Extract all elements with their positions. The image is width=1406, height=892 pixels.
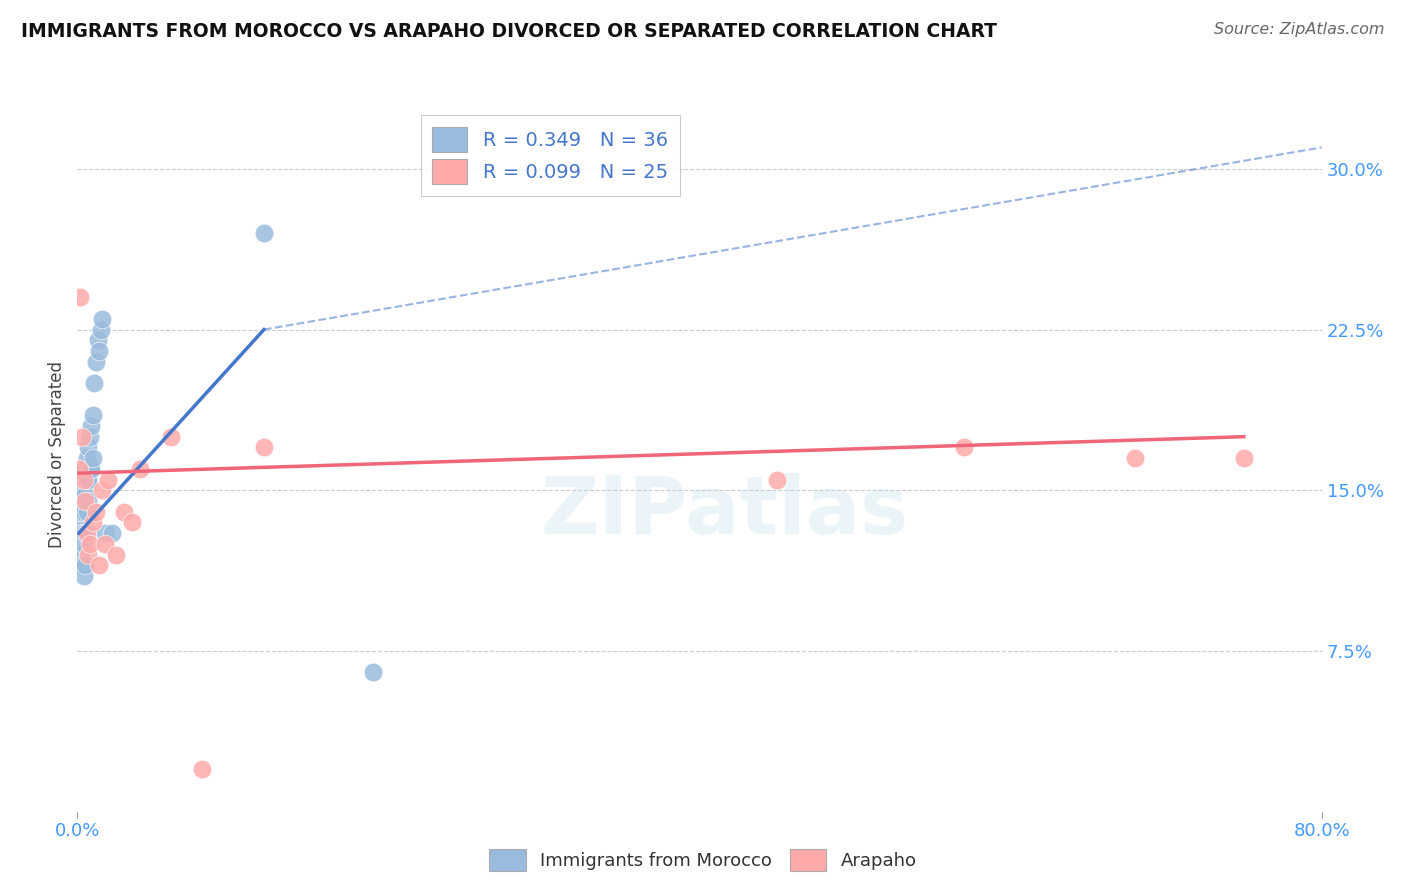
Point xyxy=(105,548,128,562)
Point xyxy=(67,516,90,530)
Point xyxy=(1233,451,1256,466)
Point xyxy=(75,526,97,541)
Point xyxy=(75,558,97,573)
Point xyxy=(76,526,98,541)
Point xyxy=(91,311,114,326)
Point xyxy=(82,516,104,530)
Point xyxy=(70,494,93,508)
Point xyxy=(77,548,100,562)
Point xyxy=(72,505,94,519)
Point xyxy=(70,558,93,573)
Point xyxy=(128,462,150,476)
Point xyxy=(91,483,114,498)
Point xyxy=(75,494,97,508)
Point xyxy=(77,441,100,455)
Point xyxy=(82,409,104,423)
Point xyxy=(79,462,101,476)
Point xyxy=(75,462,97,476)
Point xyxy=(84,505,107,519)
Point xyxy=(67,462,90,476)
Point xyxy=(87,558,110,573)
Point xyxy=(76,451,98,466)
Point xyxy=(79,537,101,551)
Point xyxy=(191,762,214,776)
Point xyxy=(75,487,97,501)
Point xyxy=(77,494,100,508)
Point xyxy=(253,441,276,455)
Point xyxy=(94,537,117,551)
Point xyxy=(112,505,135,519)
Legend: Immigrants from Morocco, Arapaho: Immigrants from Morocco, Arapaho xyxy=(482,842,924,879)
Text: ZIPatlas: ZIPatlas xyxy=(540,473,908,551)
Point xyxy=(72,537,94,551)
Point xyxy=(766,473,789,487)
Point xyxy=(97,473,120,487)
Point xyxy=(83,376,105,391)
Point xyxy=(121,516,143,530)
Point xyxy=(87,343,110,358)
Point xyxy=(70,430,93,444)
Point xyxy=(100,526,122,541)
Point xyxy=(84,354,107,368)
Y-axis label: Divorced or Separated: Divorced or Separated xyxy=(48,361,66,549)
Point xyxy=(72,473,94,487)
Point xyxy=(80,419,103,434)
Point xyxy=(86,333,108,347)
Text: IMMIGRANTS FROM MOROCCO VS ARAPAHO DIVORCED OR SEPARATED CORRELATION CHART: IMMIGRANTS FROM MOROCCO VS ARAPAHO DIVOR… xyxy=(21,22,997,41)
Point xyxy=(69,290,91,304)
Point xyxy=(77,473,100,487)
Point xyxy=(1123,451,1146,466)
Point xyxy=(79,430,101,444)
Point xyxy=(72,483,94,498)
Point xyxy=(94,526,117,541)
Point xyxy=(76,473,98,487)
Point xyxy=(76,505,98,519)
Point xyxy=(82,451,104,466)
Point xyxy=(90,322,112,336)
Point xyxy=(953,441,976,455)
Point xyxy=(72,569,94,583)
Point xyxy=(69,548,91,562)
Point xyxy=(361,665,384,680)
Point xyxy=(80,462,103,476)
Text: Source: ZipAtlas.com: Source: ZipAtlas.com xyxy=(1215,22,1385,37)
Point xyxy=(159,430,181,444)
Point xyxy=(70,526,93,541)
Point xyxy=(69,505,91,519)
Point xyxy=(253,226,276,240)
Legend: R = 0.349   N = 36, R = 0.099   N = 25: R = 0.349 N = 36, R = 0.099 N = 25 xyxy=(420,115,679,196)
